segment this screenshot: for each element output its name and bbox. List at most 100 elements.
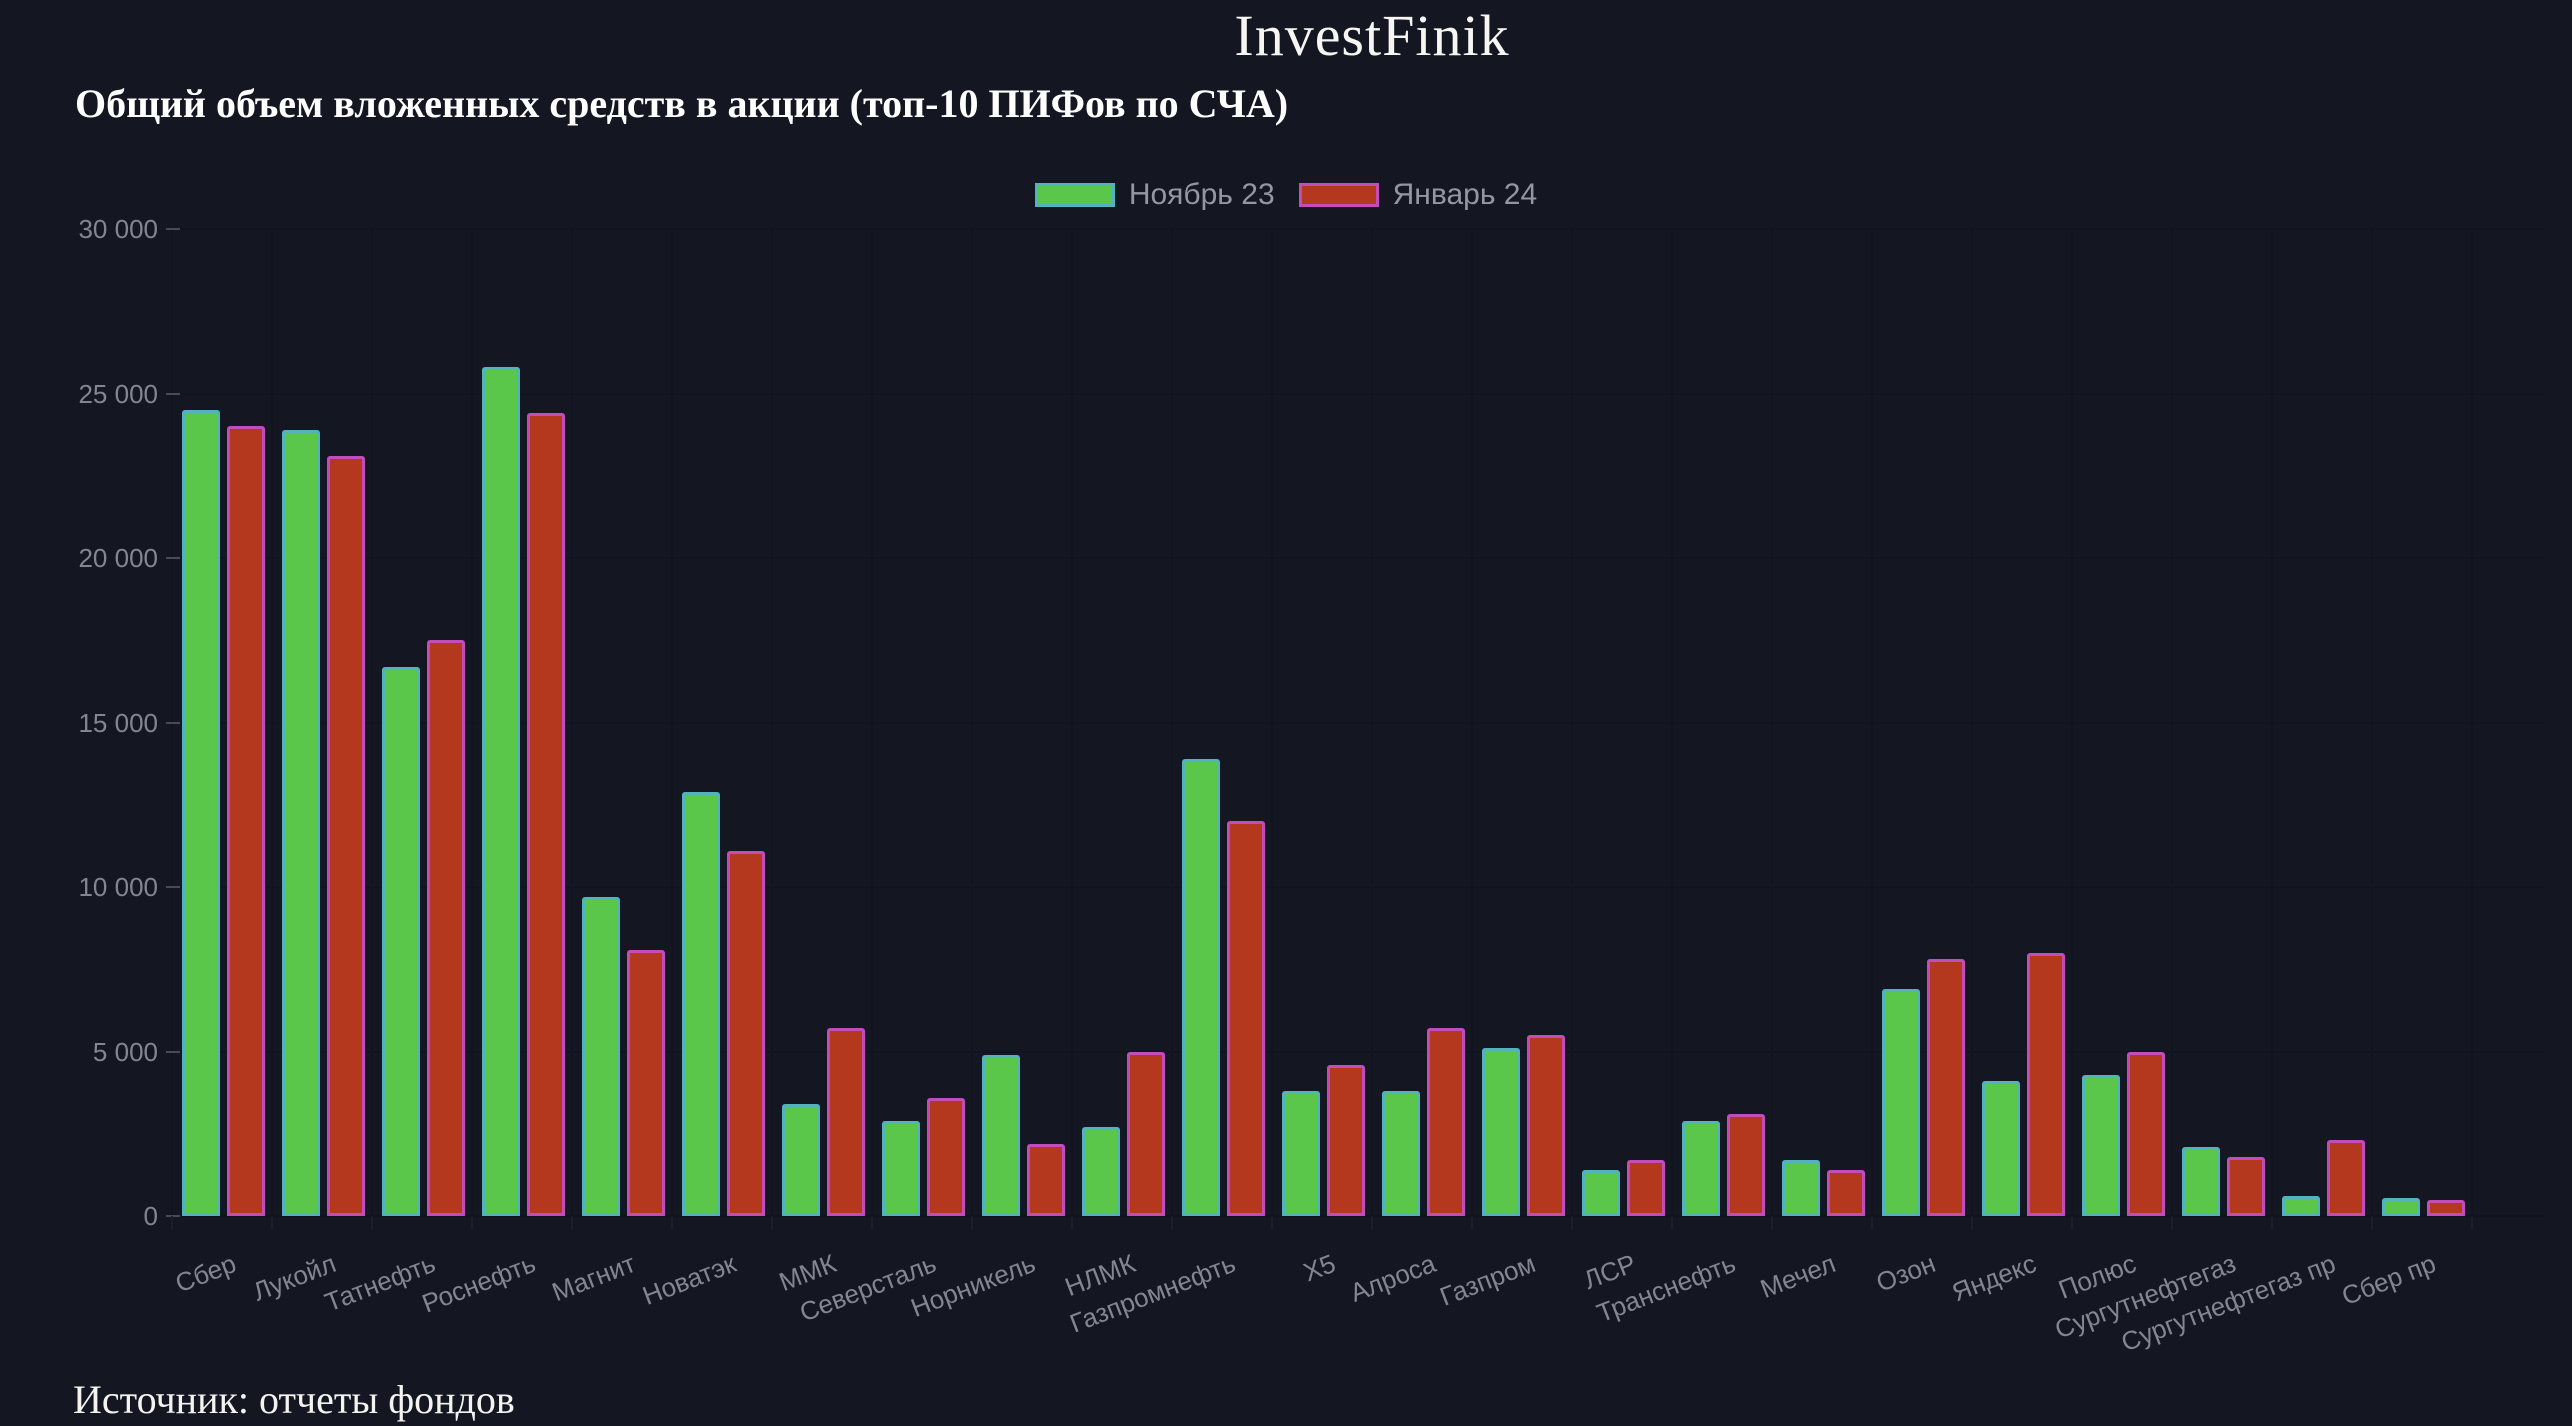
gridline-x-21 <box>2271 229 2273 1216</box>
bar-Январь 24-Новатэк <box>727 850 765 1216</box>
x-label-Газпром: Газпром <box>1436 1248 1540 1312</box>
gridline-x-13 <box>1471 229 1473 1216</box>
bar-Январь 24-Алроса <box>1427 1028 1465 1216</box>
x-label-Татнефть: Татнефть <box>321 1248 440 1318</box>
bar-Ноябрь 23-Новатэк <box>682 791 720 1216</box>
x-tick-mark-18 <box>1971 1216 1973 1230</box>
bar-Ноябрь 23-Озон <box>1882 988 1920 1216</box>
bar-Ноябрь 23-Сбер <box>182 409 220 1216</box>
y-tick-label-25000: 25 000 <box>78 378 158 409</box>
bar-Январь 24-Мечел <box>1827 1169 1865 1216</box>
y-tick-mark-15000 <box>166 721 180 724</box>
x-label-Сбер: Сбер <box>170 1248 240 1299</box>
y-tick-label-15000: 15 000 <box>78 707 158 738</box>
bar-Январь 24-Северсталь <box>927 1097 965 1216</box>
gridline-x-15 <box>1671 229 1673 1216</box>
x-tick-mark-6 <box>771 1216 773 1230</box>
gridline-x-2 <box>371 229 373 1216</box>
x-label-Яндекс: Яндекс <box>1947 1248 2040 1308</box>
gridline-x-3 <box>471 229 473 1216</box>
gridline-x-17 <box>1871 229 1873 1216</box>
y-tick-mark-5000 <box>166 1050 180 1053</box>
x-label-Сбер пр: Сбер пр <box>2337 1248 2440 1312</box>
x-tick-mark-9 <box>1071 1216 1073 1230</box>
y-tick-mark-10000 <box>166 886 180 888</box>
x-tick-mark-10 <box>1171 1216 1173 1230</box>
gridline-x-6 <box>771 229 773 1216</box>
y-tick-mark-25000 <box>166 392 180 395</box>
bar-Январь 24-Газпромнефть <box>1227 821 1265 1216</box>
bar-Январь 24-Яндекс <box>2027 952 2065 1216</box>
bar-Январь 24-Газпром <box>1527 1035 1565 1216</box>
bar-Ноябрь 23-Полюс <box>2082 1074 2120 1216</box>
bar-Январь 24-ММК <box>827 1028 865 1216</box>
y-tick-label-0: 0 <box>143 1201 158 1231</box>
bar-Ноябрь 23-Мечел <box>1782 1160 1820 1216</box>
bar-Ноябрь 23-Роснефть <box>482 367 520 1216</box>
x-label-Магнит: Магнит <box>548 1248 640 1308</box>
bar-Январь 24-Сбер <box>227 426 265 1216</box>
bar-Ноябрь 23-ММК <box>782 1104 820 1216</box>
legend: Ноябрь 23 Январь 24 <box>0 178 2572 212</box>
bar-Ноябрь 23-Сургутнефтегаз <box>2182 1146 2220 1216</box>
x-tick-mark-22 <box>2371 1216 2373 1230</box>
bar-Январь 24-Транснефть <box>1727 1114 1765 1216</box>
bar-Ноябрь 23-НЛМК <box>1082 1127 1120 1216</box>
gridline-y-0 <box>172 1215 2544 1217</box>
gridline-x-20 <box>2171 229 2173 1216</box>
bar-Ноябрь 23-Сбер пр <box>2382 1197 2420 1216</box>
bar-Январь 24-Озон <box>1927 959 1965 1216</box>
gridline-y-25000 <box>172 392 2544 395</box>
x-tick-mark-15 <box>1671 1216 1673 1230</box>
bar-Ноябрь 23-Магнит <box>582 896 620 1216</box>
x-label-Новатэк: Новатэк <box>638 1248 740 1311</box>
x-tick-mark-3 <box>471 1216 473 1230</box>
gridline-x-18 <box>1971 229 1973 1216</box>
x-tick-mark-2 <box>371 1216 373 1230</box>
bar-Январь 24-Норникель <box>1027 1143 1065 1216</box>
bar-Ноябрь 23-Алроса <box>1382 1090 1420 1216</box>
gridline-x-12 <box>1371 229 1373 1216</box>
bar-Ноябрь 23-Яндекс <box>1982 1081 2020 1216</box>
bar-Январь 24-Сургутнефтегаз пр <box>2327 1140 2365 1216</box>
bar-Ноябрь 23-Лукойл <box>282 429 320 1216</box>
chart-title: Общий объем вложенных средств в акции (т… <box>75 81 1289 126</box>
y-tick-mark-0 <box>166 1215 180 1217</box>
gridline-x-22 <box>2371 229 2373 1216</box>
y-tick-mark-20000 <box>166 557 180 559</box>
x-tick-mark-7 <box>871 1216 873 1230</box>
x-tick-mark-8 <box>971 1216 973 1230</box>
y-tick-label-30000: 30 000 <box>78 214 158 244</box>
legend-item-november-23[interactable]: Ноябрь 23 <box>1034 178 1275 212</box>
gridline-y-15000 <box>172 721 2544 724</box>
gridline-y-30000 <box>172 228 2544 230</box>
bar-Ноябрь 23-X5 <box>1282 1090 1320 1216</box>
gridline-x-7 <box>871 229 873 1216</box>
x-tick-mark-13 <box>1471 1216 1473 1230</box>
gridline-y-20000 <box>172 557 2544 559</box>
bar-Январь 24-Роснефть <box>527 413 565 1216</box>
bar-Ноябрь 23-Сургутнефтегаз пр <box>2282 1196 2320 1216</box>
bar-Январь 24-Магнит <box>627 949 665 1216</box>
bar-Ноябрь 23-Газпромнефть <box>1182 758 1220 1216</box>
x-tick-mark-17 <box>1871 1216 1873 1230</box>
legend-label-november-23: Ноябрь 23 <box>1128 178 1275 211</box>
bar-Январь 24-Сургутнефтегаз <box>2227 1156 2265 1216</box>
legend-label-january-24: Январь 24 <box>1392 178 1538 211</box>
gridline-x-16 <box>1771 229 1773 1216</box>
y-tick-label-20000: 20 000 <box>78 543 158 573</box>
bar-Ноябрь 23-Транснефть <box>1682 1120 1720 1216</box>
x-tick-mark-14 <box>1571 1216 1573 1230</box>
bar-Ноябрь 23-Норникель <box>982 1054 1020 1216</box>
gridline-x-9 <box>1071 229 1073 1216</box>
x-label-Озон: Озон <box>1872 1248 1940 1298</box>
x-tick-mark-5 <box>671 1216 673 1230</box>
x-label-Алроса: Алроса <box>1345 1248 1440 1308</box>
x-label-X5: X5 <box>1299 1248 1340 1288</box>
gridline-x-11 <box>1271 229 1273 1216</box>
bar-Ноябрь 23-Газпром <box>1482 1048 1520 1216</box>
gridline-x-1 <box>271 229 273 1216</box>
legend-item-january-24[interactable]: Январь 24 <box>1298 178 1538 212</box>
x-label-Мечел: Мечел <box>1756 1248 1840 1304</box>
